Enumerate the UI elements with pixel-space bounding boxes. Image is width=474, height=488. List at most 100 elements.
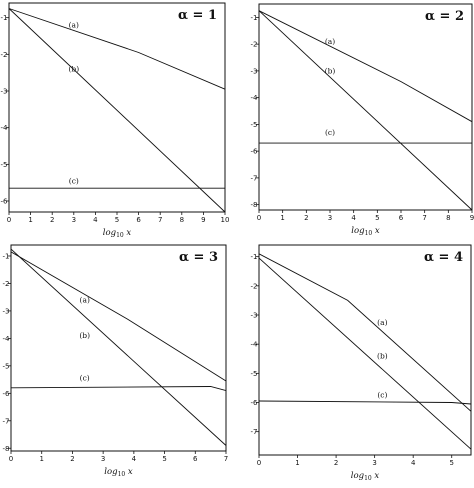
x-tick-label: 0: [7, 216, 11, 224]
x-tick-label: 3: [101, 455, 105, 463]
x-tick-label: 2: [304, 214, 308, 222]
x-tick-label: 0: [257, 459, 261, 467]
x-axis-label: log10 x: [351, 471, 380, 482]
chart-panel-2: 0 1 2 3 4 5 6 7 8 9 -1 -2 -3 -4 -5 -6 -7 -8 (a) (b) (c) α = 2…: [251, 3, 474, 237]
chart-panel-4: 0 1 2 3 4 5 -1 -2 -3 -4 -5 -6 -7 (a) (b) (c) α = 4 log10 …: [251, 244, 472, 482]
x-tick-label: 5: [162, 455, 166, 463]
y-tick-label: -5: [251, 370, 258, 378]
y-tick-label: -4: [3, 335, 11, 343]
x-tick-label: 8: [180, 216, 184, 224]
y-tick-label: -4: [251, 94, 259, 102]
chart-title: α = 3: [179, 250, 218, 265]
y-tick-label: -2: [251, 41, 258, 49]
x-axis-label: log10 x: [351, 226, 380, 237]
y-tick-label: -8: [3, 445, 10, 453]
series-label-b: (b): [377, 351, 388, 360]
y-tick-label: -1: [251, 14, 258, 22]
y-tick-label: -3: [3, 307, 10, 315]
x-tick-label: 7: [422, 214, 426, 222]
series-line-b: [258, 10, 473, 211]
x-tick-label: 9: [470, 214, 474, 222]
x-tick-label: 4: [93, 216, 98, 224]
x-tick-label: 2: [334, 459, 338, 467]
series-line-a: [258, 253, 472, 412]
y-tick-label: -6: [1, 198, 9, 206]
series-label-c: (c): [325, 128, 335, 137]
series-line-b: [258, 257, 472, 450]
series-label-b: (b): [79, 331, 90, 340]
y-tick-label: -4: [251, 341, 259, 349]
series-line-b: [10, 248, 227, 446]
series-label-b: (b): [68, 65, 79, 74]
y-tick-label: -1: [251, 253, 258, 261]
y-tick-label: -3: [251, 67, 258, 75]
chart-title: α = 4: [424, 250, 463, 265]
series-line-a: [258, 10, 473, 123]
x-tick-label: 6: [136, 216, 141, 224]
plot-frame: [8, 2, 226, 213]
chart-title: α = 2: [425, 9, 464, 24]
y-tick-label: -8: [251, 201, 258, 209]
x-tick-label: 4: [351, 214, 356, 222]
series-line-c: [10, 386, 227, 392]
x-tick-label: 3: [372, 459, 376, 467]
chart-panel-1: 0 1 2 3 4 5 6 7 8 9 10 -1 -2 -3 -4 -5 -6 (a) (b) (c) α = 1 lo…: [1, 2, 230, 239]
x-tick-label: 5: [449, 459, 453, 467]
y-tick-label: -5: [1, 161, 8, 169]
y-tick-label: -2: [3, 280, 10, 288]
x-tick-label: 6: [193, 455, 198, 463]
x-tick-label: 1: [39, 455, 43, 463]
x-tick-label: 1: [280, 214, 284, 222]
y-tick-label: -6: [251, 399, 259, 407]
y-tick-label: -7: [251, 174, 258, 182]
y-tick-label: -1: [3, 252, 10, 260]
x-tick-label: 5: [375, 214, 379, 222]
series-line-a: [8, 8, 226, 90]
series-label-c: (c): [377, 391, 387, 400]
x-tick-label: 3: [72, 216, 76, 224]
x-tick-label: 7: [224, 455, 228, 463]
x-tick-label: 6: [399, 214, 404, 222]
plot-frame: [10, 244, 227, 452]
x-tick-label: 4: [411, 459, 416, 467]
series-line-c: [258, 400, 472, 405]
y-tick-label: -2: [1, 51, 8, 59]
x-tick-label: 1: [28, 216, 32, 224]
y-tick-label: -1: [1, 14, 8, 22]
series-line-b: [8, 8, 226, 213]
x-tick-label: 10: [221, 216, 230, 224]
plot-frame: [258, 244, 472, 456]
y-tick-label: -3: [1, 88, 8, 96]
series-line-a: [10, 251, 227, 382]
y-tick-label: -6: [251, 148, 259, 156]
x-tick-label: 3: [328, 214, 332, 222]
x-tick-label: 8: [446, 214, 450, 222]
x-tick-label: 4: [132, 455, 137, 463]
x-axis-label: log10 x: [104, 467, 133, 478]
x-tick-label: 2: [50, 216, 54, 224]
x-tick-label: 5: [115, 216, 119, 224]
series-label-b: (b): [325, 66, 336, 75]
y-tick-label: -3: [251, 312, 258, 320]
series-label-a: (a): [80, 295, 90, 304]
x-tick-label: 7: [158, 216, 162, 224]
x-tick-label: 0: [257, 214, 261, 222]
x-tick-label: 9: [201, 216, 205, 224]
series-label-c: (c): [69, 176, 79, 185]
series-label-a: (a): [377, 318, 387, 327]
y-tick-label: -2: [251, 282, 258, 290]
x-tick-label: 1: [295, 459, 299, 467]
series-label-a: (a): [325, 37, 335, 46]
x-axis-label: log10 x: [103, 228, 132, 239]
y-tick-label: -4: [1, 124, 9, 132]
y-tick-label: -6: [3, 390, 11, 398]
y-tick-label: -5: [3, 362, 10, 370]
series-label-c: (c): [80, 374, 90, 383]
plot-frame: [258, 3, 473, 211]
chart-panel-3: 0 1 2 3 4 5 6 7 -1 -2 -3 -4 -5 -6 -7 -8 (a) (b) (c) α = 3 lo…: [3, 244, 228, 478]
y-tick-label: -5: [251, 121, 258, 129]
x-tick-label: 0: [9, 455, 13, 463]
chart-title: α = 1: [178, 8, 217, 23]
